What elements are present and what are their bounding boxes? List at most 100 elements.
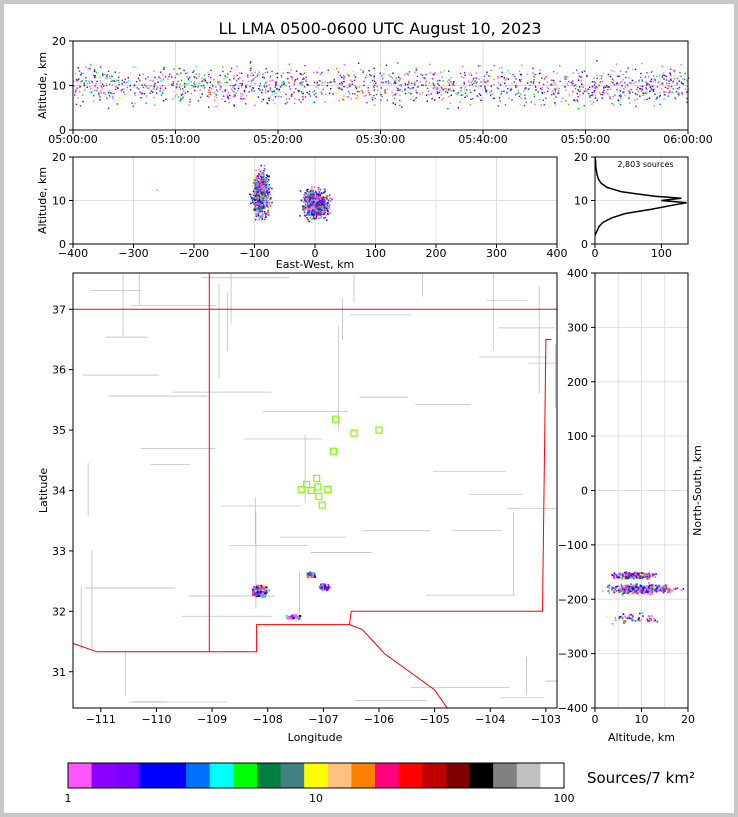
source-point <box>450 76 452 79</box>
source-point <box>641 587 644 590</box>
source-point <box>580 79 582 81</box>
source-point <box>259 209 261 211</box>
source-point <box>232 78 235 80</box>
source-point <box>639 576 641 579</box>
source-point <box>203 78 205 81</box>
source-point <box>659 95 661 97</box>
source-point <box>661 84 664 87</box>
source-point <box>333 101 335 103</box>
source-point <box>438 91 440 94</box>
source-point <box>103 78 106 81</box>
source-point <box>543 91 545 94</box>
source-point <box>342 98 344 101</box>
colorbar-swatch <box>162 763 187 788</box>
source-point <box>302 208 305 211</box>
source-point <box>313 186 316 189</box>
source-point <box>657 585 660 588</box>
source-point <box>648 75 650 78</box>
source-point <box>224 90 226 92</box>
source-point <box>175 65 177 68</box>
source-point <box>557 88 559 91</box>
source-point <box>428 93 430 96</box>
source-point <box>641 585 643 588</box>
source-point <box>671 92 673 94</box>
source-point <box>347 90 350 93</box>
source-point <box>611 78 614 81</box>
source-point <box>662 74 664 77</box>
source-point <box>106 97 108 99</box>
source-point <box>106 74 109 76</box>
source-point <box>278 95 280 97</box>
source-point <box>123 91 125 93</box>
source-point <box>628 77 630 79</box>
source-point <box>318 201 321 203</box>
source-point <box>582 86 585 89</box>
source-point <box>395 77 397 79</box>
source-point <box>202 85 204 87</box>
station-marker <box>331 415 340 423</box>
source-point <box>312 206 314 208</box>
source-point <box>637 586 640 589</box>
source-point <box>88 80 90 82</box>
source-point <box>260 593 263 596</box>
source-point <box>377 89 379 92</box>
source-point <box>226 95 229 97</box>
source-point <box>373 76 375 79</box>
source-point <box>300 81 302 84</box>
source-point <box>460 98 463 101</box>
source-point <box>316 197 319 200</box>
altitude-time-frame <box>72 40 689 131</box>
source-point <box>198 93 201 95</box>
source-point <box>559 80 561 83</box>
source-point <box>295 70 298 72</box>
source-point <box>176 93 178 96</box>
source-point <box>565 75 568 78</box>
source-point <box>570 81 572 84</box>
source-point <box>542 83 545 86</box>
source-point <box>516 85 518 88</box>
source-point <box>257 214 260 217</box>
source-point <box>373 94 375 97</box>
source-point <box>267 200 270 202</box>
source-point <box>663 91 665 93</box>
source-point <box>271 79 274 81</box>
source-point <box>630 576 632 578</box>
source-point <box>452 84 454 86</box>
source-point <box>95 83 97 85</box>
source-point <box>241 84 243 86</box>
source-point <box>515 93 517 95</box>
source-point <box>680 63 682 66</box>
source-point <box>171 76 173 78</box>
source-point <box>269 89 272 91</box>
source-point <box>264 184 266 187</box>
source-point <box>186 75 188 78</box>
source-point <box>207 91 209 94</box>
source-point <box>319 79 321 82</box>
source-point <box>293 83 296 86</box>
source-point <box>269 77 271 79</box>
source-point <box>229 70 232 73</box>
source-point <box>621 577 624 579</box>
source-point <box>110 80 113 82</box>
source-point <box>267 209 269 212</box>
source-point <box>266 174 268 176</box>
source-point <box>577 96 579 98</box>
source-point <box>340 87 343 90</box>
source-point <box>210 77 212 79</box>
source-point <box>264 82 267 84</box>
source-point <box>623 575 625 578</box>
source-point <box>651 585 654 588</box>
source-point <box>219 81 221 84</box>
source-point <box>118 76 120 78</box>
source-point <box>624 615 626 618</box>
source-point <box>637 619 639 622</box>
source-point <box>233 104 235 106</box>
source-point <box>583 70 586 72</box>
source-point <box>618 617 620 620</box>
source-point <box>291 95 294 97</box>
source-point <box>174 96 177 99</box>
source-point <box>639 591 642 594</box>
source-point <box>309 208 311 211</box>
source-point <box>236 74 238 76</box>
source-point <box>523 104 526 107</box>
